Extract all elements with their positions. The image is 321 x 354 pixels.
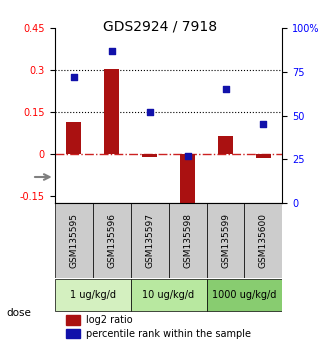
FancyBboxPatch shape	[55, 279, 131, 311]
Bar	[256, 154, 271, 158]
Bar	[104, 69, 119, 154]
Point	[223, 86, 228, 92]
Text: 10 ug/kg/d: 10 ug/kg/d	[143, 290, 195, 300]
Bar	[142, 154, 157, 157]
FancyBboxPatch shape	[245, 203, 282, 278]
Text: dose: dose	[6, 308, 31, 318]
Text: GSM135598: GSM135598	[183, 213, 192, 268]
FancyBboxPatch shape	[131, 203, 169, 278]
FancyBboxPatch shape	[206, 279, 282, 311]
Text: GSM135600: GSM135600	[259, 213, 268, 268]
FancyBboxPatch shape	[131, 279, 206, 311]
Bar	[66, 315, 80, 325]
Text: GSM135599: GSM135599	[221, 213, 230, 268]
Text: GSM135596: GSM135596	[107, 213, 116, 268]
Point	[147, 109, 152, 115]
Text: percentile rank within the sample: percentile rank within the sample	[86, 329, 251, 338]
Text: GSM135595: GSM135595	[69, 213, 78, 268]
Point	[109, 48, 114, 54]
FancyBboxPatch shape	[92, 203, 131, 278]
Text: GDS2924 / 7918: GDS2924 / 7918	[103, 19, 218, 34]
Bar	[218, 136, 233, 154]
FancyBboxPatch shape	[169, 203, 206, 278]
Point	[261, 121, 266, 127]
Point	[185, 153, 190, 159]
Text: 1000 ug/kg/d: 1000 ug/kg/d	[212, 290, 277, 300]
FancyBboxPatch shape	[55, 203, 92, 278]
Text: 1 ug/kg/d: 1 ug/kg/d	[70, 290, 116, 300]
Point	[71, 74, 76, 80]
Bar	[66, 329, 80, 338]
FancyBboxPatch shape	[206, 203, 245, 278]
Text: GSM135597: GSM135597	[145, 213, 154, 268]
Bar	[66, 122, 81, 154]
Bar	[180, 154, 195, 203]
Text: log2 ratio: log2 ratio	[86, 315, 133, 325]
